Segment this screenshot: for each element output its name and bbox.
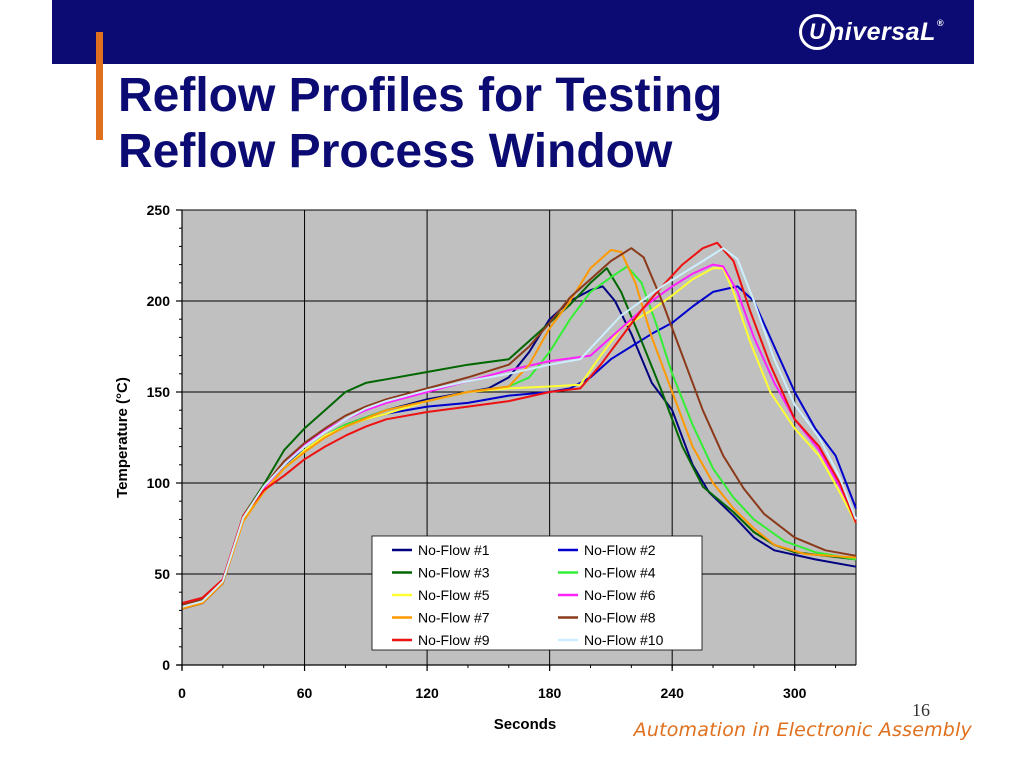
legend-box (371, 535, 703, 651)
x-axis-title: Seconds (494, 716, 557, 733)
y-tick-label: 50 (154, 566, 170, 582)
legend: No-Flow #1 No-Flow #2 No-Flow #3 No-Flow #4… (371, 535, 703, 651)
y-tick-label: 100 (147, 475, 171, 491)
x-tick-label: 0 (178, 685, 186, 701)
legend-label: No-Flow #9 (418, 632, 490, 648)
legend-label: No-Flow #4 (584, 565, 656, 581)
y-tick-label: 200 (147, 293, 171, 309)
universal-logo: U niversaL® (799, 12, 944, 52)
title-line-1: Reflow Profiles for Testing (118, 69, 723, 122)
x-tick-label: 120 (415, 685, 439, 701)
title-line-2: Reflow Process Window (118, 125, 673, 178)
legend-label: No-Flow #6 (584, 587, 656, 603)
series-line-no-flow-3 (181, 267, 857, 608)
y-axis-title: Temperature (°C) (114, 377, 131, 498)
legend-label: No-Flow #10 (584, 632, 664, 648)
y-tick-label: 0 (162, 657, 170, 673)
logo-mark: U (799, 14, 836, 50)
series-lines (181, 241, 857, 610)
footer-tagline: Automation in Electronic Assembly (633, 719, 972, 741)
gridlines (182, 209, 857, 665)
legend-label: No-Flow #3 (418, 565, 490, 581)
slide-title: Reflow Profiles for Testing Reflow Proce… (118, 68, 723, 180)
series-line-no-flow-8 (181, 247, 857, 606)
legend-label: No-Flow #1 (418, 542, 490, 558)
y-tick-label: 250 (147, 202, 171, 218)
registered-mark: ® (936, 17, 944, 28)
y-tick-label: 150 (147, 384, 171, 400)
title-accent-bar (96, 32, 103, 140)
x-tick-label: 180 (538, 685, 562, 701)
legend-label: No-Flow #8 (584, 610, 656, 626)
x-tick-label: 240 (661, 685, 685, 701)
legend-label: No-Flow #7 (418, 610, 490, 626)
logo-wordmark: niversaL (829, 17, 936, 46)
x-tick-label: 60 (297, 685, 313, 701)
series-line-no-flow-7 (181, 249, 857, 610)
legend-label: No-Flow #5 (418, 587, 490, 603)
series-line-no-flow-10 (181, 247, 857, 608)
axes: 0 50 100 150 200 250 0 60 120 180 240 300 (147, 202, 856, 701)
x-tick-label: 300 (783, 685, 807, 701)
header-bar: U niversaL® (52, 0, 974, 64)
page-number: 16 (912, 700, 930, 720)
series-line-no-flow-9 (181, 241, 857, 605)
legend-label: No-Flow #2 (584, 542, 656, 558)
logo-text: niversaL® (829, 18, 944, 47)
